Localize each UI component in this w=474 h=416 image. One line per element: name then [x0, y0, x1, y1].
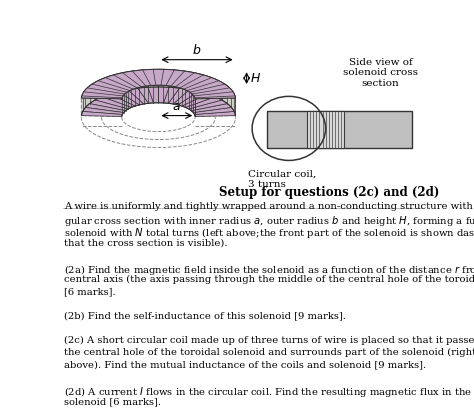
- Polygon shape: [85, 104, 126, 113]
- Polygon shape: [168, 88, 190, 104]
- Polygon shape: [128, 88, 148, 104]
- Polygon shape: [85, 86, 126, 95]
- Polygon shape: [101, 94, 135, 107]
- Bar: [307, 111, 344, 148]
- Polygon shape: [137, 87, 154, 103]
- Polygon shape: [191, 104, 231, 113]
- Text: central axis (the axis passing through the middle of the central hole of the tor: central axis (the axis passing through t…: [64, 275, 474, 284]
- Polygon shape: [82, 90, 124, 97]
- Polygon shape: [95, 97, 131, 109]
- Polygon shape: [182, 76, 215, 90]
- Polygon shape: [137, 69, 154, 86]
- Polygon shape: [90, 82, 128, 93]
- Polygon shape: [182, 94, 215, 107]
- Polygon shape: [82, 69, 236, 99]
- Polygon shape: [173, 72, 199, 87]
- Polygon shape: [193, 107, 234, 114]
- Polygon shape: [101, 76, 135, 90]
- Polygon shape: [82, 94, 122, 99]
- Polygon shape: [109, 92, 139, 106]
- Polygon shape: [148, 69, 158, 85]
- Text: (2b) Find the self-inductance of this solenoid [9 marks].: (2b) Find the self-inductance of this so…: [64, 312, 346, 321]
- Polygon shape: [90, 100, 128, 111]
- Polygon shape: [189, 82, 228, 93]
- Text: that the cross section is visible).: that the cross section is visible).: [64, 239, 227, 248]
- Text: (2c) A short circular coil made up of three turns of wire is placed so that it p: (2c) A short circular coil made up of th…: [64, 336, 474, 345]
- Polygon shape: [148, 87, 158, 103]
- Text: the central hole of the toroidal solenoid and surrounds part of the solenoid (ri: the central hole of the toroidal solenoi…: [64, 348, 474, 357]
- Polygon shape: [128, 70, 148, 87]
- Polygon shape: [178, 74, 208, 89]
- Text: solenoid [6 marks].: solenoid [6 marks].: [64, 397, 161, 406]
- Text: (2d) A current $I$ flows in the circular coil. Find the resulting magnetic flux : (2d) A current $I$ flows in the circular…: [64, 385, 474, 399]
- Polygon shape: [194, 111, 236, 116]
- Polygon shape: [178, 92, 208, 106]
- Text: solenoid with $N$ total turns (left above;the front part of the solenoid is show: solenoid with $N$ total turns (left abov…: [64, 226, 474, 240]
- Text: $b$: $b$: [192, 43, 201, 57]
- Text: $H$: $H$: [250, 72, 261, 84]
- Polygon shape: [195, 98, 236, 116]
- Polygon shape: [82, 98, 122, 116]
- Polygon shape: [82, 111, 122, 116]
- Text: Side view of
solenoid cross
section: Side view of solenoid cross section: [343, 58, 418, 88]
- Text: Circular coil,
3 turns: Circular coil, 3 turns: [248, 170, 317, 189]
- Polygon shape: [191, 86, 231, 95]
- Text: Setup for questions (2c) and (2d): Setup for questions (2c) and (2d): [219, 186, 439, 199]
- Polygon shape: [185, 79, 222, 92]
- Polygon shape: [158, 69, 169, 85]
- Polygon shape: [173, 89, 199, 105]
- Polygon shape: [118, 72, 144, 87]
- Text: A wire is uniformly and tightly wrapped around a non-conducting structure with a: A wire is uniformly and tightly wrapped …: [64, 202, 474, 211]
- Polygon shape: [164, 69, 180, 86]
- Polygon shape: [164, 87, 180, 103]
- Polygon shape: [95, 79, 131, 92]
- Text: $a$: $a$: [173, 100, 181, 113]
- Text: above). Find the mutual inductance of the coils and solenoid [9 marks].: above). Find the mutual inductance of th…: [64, 360, 426, 369]
- Polygon shape: [189, 100, 228, 111]
- Polygon shape: [193, 90, 234, 97]
- Bar: [267, 111, 412, 148]
- Polygon shape: [185, 97, 222, 109]
- Text: [6 marks].: [6 marks].: [64, 287, 115, 296]
- Text: gular cross section with inner radius $a$, outer radius $b$ and height $H$, form: gular cross section with inner radius $a…: [64, 214, 474, 228]
- Polygon shape: [168, 70, 190, 87]
- Polygon shape: [194, 94, 236, 99]
- Polygon shape: [158, 87, 169, 103]
- Polygon shape: [82, 107, 124, 114]
- Polygon shape: [118, 89, 144, 105]
- Text: (2a) Find the magnetic field inside the solenoid as a function of the distance $: (2a) Find the magnetic field inside the …: [64, 263, 474, 277]
- Polygon shape: [109, 74, 139, 89]
